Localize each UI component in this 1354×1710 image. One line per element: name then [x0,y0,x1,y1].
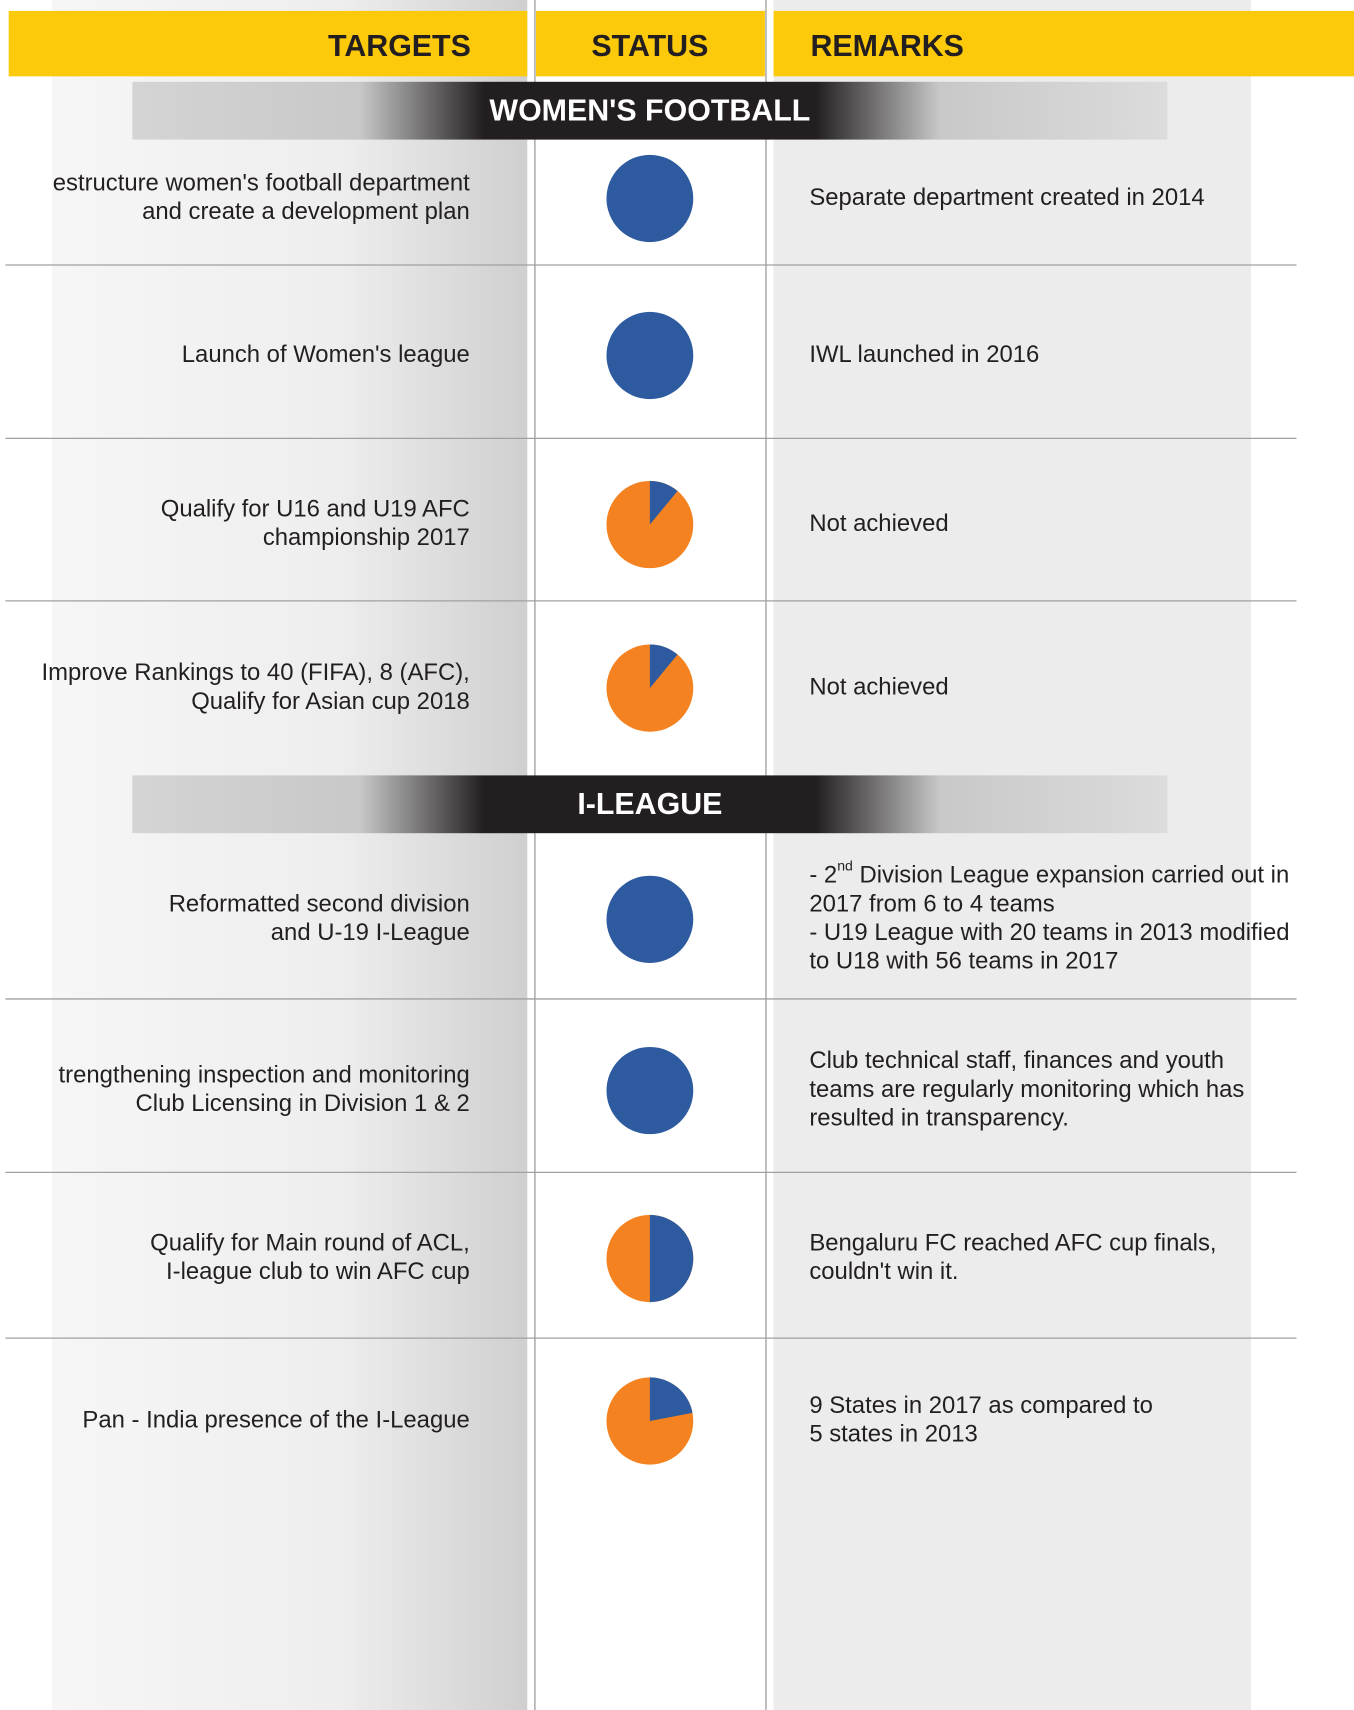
target-text: Pan - India presence of the I-League [82,1406,469,1433]
target-text: and U-19 I-League [271,919,470,946]
header-cell [535,10,765,77]
section-title: WOMEN'S FOOTBALL [489,93,810,127]
status-pie-slice [649,1214,694,1303]
status-pie [606,154,694,243]
remark-segment: nd [837,857,853,873]
header-label: REMARKS [810,29,963,63]
status-pie [606,875,694,963]
remark-text: teams are regularly monitoring which has [809,1076,1244,1103]
section-band [132,775,1168,834]
target-text: Qualify for U16 and U19 AFC [161,496,470,523]
target-text: and create a development plan [142,198,470,225]
status-pie [606,311,694,400]
remark-text: Not achieved [809,673,948,700]
remark-text: resulted in transparency. [809,1105,1069,1132]
target-text: Improve Rankings to 40 (FIFA), 8 (AFC), [41,659,469,686]
target-text: I-league club to win AFC cup [166,1258,470,1285]
remark-text: Club technical staff, finances and youth [809,1047,1224,1074]
remark-text: 2017 from 6 to 4 teams [809,890,1054,917]
remark-text: to U18 with 56 teams in 2017 [809,948,1118,975]
status-pie [606,1046,694,1135]
status-pie-slice [649,644,678,689]
remark-text: IWL launched in 2016 [809,341,1039,368]
remark-text: Separate department created in 2014 [809,184,1204,211]
remark-text: Not achieved [809,510,948,537]
remark-segment: Division League expansion carried out in [853,862,1289,889]
status-pie-slice [649,1377,693,1422]
remark-text: 5 states in 2013 [809,1421,977,1448]
remark-text: couldn't win it. [809,1258,958,1285]
header-label: TARGETS [328,29,471,63]
target-text: Launch of Women's league [182,341,470,368]
remark-segment: - 2 [809,862,837,889]
targets-column-bg [52,0,528,1710]
target-text: Reformatted second division [169,890,470,917]
status-pie-slice [649,480,678,525]
remark-text: 9 States in 2017 as compared to [809,1392,1153,1419]
remark-text: - U19 League with 20 teams in 2013 modif… [809,919,1289,946]
target-text: Qualify for Asian cup 2018 [191,688,470,715]
target-text: estructure women's football department [53,169,470,196]
section-title: I-LEAGUE [577,787,722,821]
remarks-column-bg [773,0,1251,1710]
section-band [132,81,1168,140]
remark-text: Bengaluru FC reached AFC cup finals, [809,1229,1216,1256]
target-text: Qualify for Main round of ACL, [150,1229,470,1256]
target-text: championship 2017 [263,524,470,551]
header-label: STATUS [591,29,708,63]
target-text: trengthening inspection and monitoring [59,1062,470,1089]
target-text: Club Licensing in Division 1 & 2 [136,1090,470,1117]
header-cell [8,10,528,77]
remark-text: - 2nd Division League expansion carried … [809,857,1289,888]
header-cell [773,10,1354,77]
